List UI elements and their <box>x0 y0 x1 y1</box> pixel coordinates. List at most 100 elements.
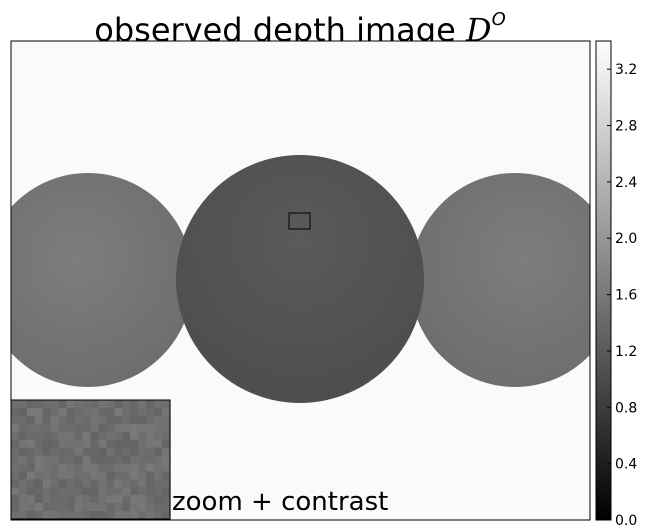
inset-pixel <box>154 463 163 472</box>
inset-pixel <box>114 503 123 512</box>
inset-pixel <box>50 455 60 465</box>
inset-pixel <box>34 511 44 520</box>
inset-pixel <box>98 400 107 409</box>
inset-pixel <box>42 407 52 417</box>
inset-pixel <box>82 479 92 488</box>
inset-pixel <box>98 503 107 512</box>
inset-pixel <box>90 431 100 441</box>
inset-pixel <box>162 495 171 504</box>
inset-pixel <box>162 407 171 417</box>
inset-pixel <box>74 479 84 488</box>
inset-pixel <box>74 415 84 425</box>
inset-pixel <box>74 487 84 496</box>
colorbar-tick-label: 2.0 <box>615 231 637 247</box>
inset-pixel <box>130 471 139 480</box>
inset-pixel <box>146 487 155 496</box>
inset-pixel <box>66 431 76 441</box>
inset-pixel <box>11 423 20 433</box>
inset-pixel <box>58 439 68 449</box>
inset-pixel <box>74 431 84 441</box>
colorbar-tick-label: 3.2 <box>615 62 637 78</box>
inset-pixel <box>58 511 68 520</box>
inset-pixel <box>58 431 68 441</box>
inset-pixel <box>90 439 100 449</box>
colorbar-tick-label: 0.0 <box>615 513 637 529</box>
inset-pixel <box>122 463 131 472</box>
inset-pixel <box>90 407 100 417</box>
inset-pixel <box>50 471 60 480</box>
inset-pixel <box>146 471 155 480</box>
inset-pixel <box>74 447 84 457</box>
inset-pixel <box>90 487 100 496</box>
inset-pixel <box>114 423 123 433</box>
inset-pixel <box>114 431 123 441</box>
inset-pixel <box>98 479 107 488</box>
inset-pixel <box>162 447 171 457</box>
inset-pixel <box>50 400 60 409</box>
inset-pixel <box>34 431 44 441</box>
inset-pixel <box>146 495 155 504</box>
inset-pixel <box>146 400 155 409</box>
inset-pixel <box>34 423 44 433</box>
inset-pixel <box>11 511 20 520</box>
inset-pixel <box>66 400 76 409</box>
inset-pixel <box>122 431 131 441</box>
inset-pixel <box>106 511 115 520</box>
zoom-region-box <box>288 212 311 230</box>
inset-pixel <box>50 439 60 449</box>
inset-pixel <box>18 455 28 465</box>
inset-pixel <box>11 487 20 496</box>
inset-pixel <box>42 447 52 457</box>
inset-pixel <box>106 503 115 512</box>
inset-pixel <box>154 400 163 409</box>
inset-pixel <box>82 471 92 480</box>
inset-pixel <box>34 495 44 504</box>
inset-pixel <box>138 407 147 417</box>
inset-pixel <box>42 431 52 441</box>
inset-pixel <box>162 423 171 433</box>
inset-pixel <box>74 503 84 512</box>
inset-pixel <box>146 503 155 512</box>
inset-pixel <box>58 479 68 488</box>
inset-pixel <box>42 495 52 504</box>
inset-pixel <box>82 447 92 457</box>
inset-pixel <box>114 415 123 425</box>
inset-pixel <box>114 439 123 449</box>
inset-pixel <box>114 400 123 409</box>
inset-pixel <box>82 415 92 425</box>
inset-pixel <box>106 407 115 417</box>
inset-pixel <box>130 479 139 488</box>
inset-pixel <box>162 471 171 480</box>
inset-pixel <box>82 407 92 417</box>
inset-pixel <box>154 495 163 504</box>
inset-pixel <box>11 471 20 480</box>
inset-pixel <box>122 487 131 496</box>
inset-pixel <box>18 415 28 425</box>
colorbar-frame <box>595 40 612 521</box>
right-sphere <box>410 173 590 387</box>
inset-pixel <box>18 423 28 433</box>
inset-pixel <box>130 455 139 465</box>
inset-pixel <box>106 471 115 480</box>
inset-pixel <box>90 455 100 465</box>
inset-pixel <box>26 407 36 417</box>
inset-pixel <box>130 447 139 457</box>
inset-pixel <box>90 495 100 504</box>
inset-pixel <box>18 400 28 409</box>
inset-pixel <box>90 423 100 433</box>
inset-pixel <box>50 479 60 488</box>
inset-pixel <box>18 511 28 520</box>
inset-pixel <box>74 423 84 433</box>
inset-pixel <box>11 415 20 425</box>
inset-pixel <box>162 400 171 409</box>
inset-pixel <box>11 447 20 457</box>
inset-pixel <box>26 439 36 449</box>
inset-pixel <box>122 407 131 417</box>
inset-pixel <box>42 423 52 433</box>
inset-pixel <box>138 400 147 409</box>
inset-pixel <box>90 511 100 520</box>
inset-pixel <box>66 423 76 433</box>
colorbar-gradient <box>596 41 611 520</box>
left-sphere <box>11 173 193 387</box>
